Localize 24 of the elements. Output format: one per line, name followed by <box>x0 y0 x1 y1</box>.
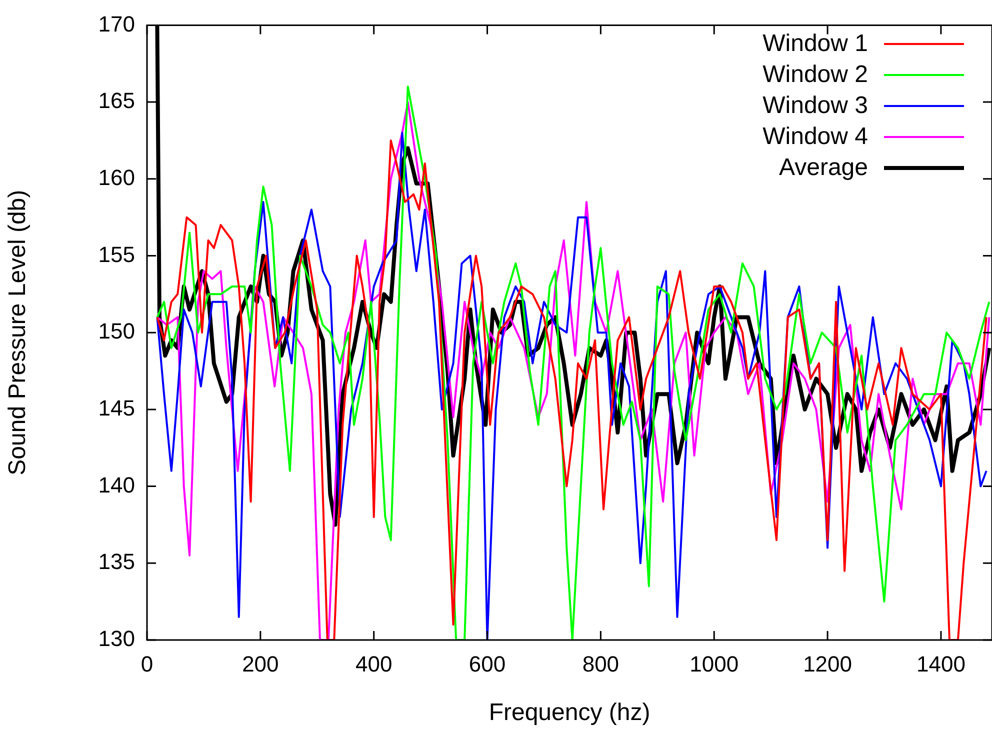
y-tick-label: 160 <box>98 164 135 190</box>
y-tick-label: 155 <box>98 242 135 267</box>
x-tick-label: 600 <box>468 651 506 676</box>
y-tick-label: 135 <box>98 549 135 574</box>
x-tick-label: 200 <box>242 651 279 676</box>
x-tick-label: 1200 <box>803 651 852 676</box>
y-tick-label: 140 <box>98 472 135 498</box>
x-tick-label: 800 <box>582 651 620 676</box>
x-tick-label: 1000 <box>690 651 739 676</box>
legend-label: Window 2 <box>762 60 868 90</box>
y-tick-label: 165 <box>98 88 135 114</box>
y-tick-label: 170 <box>98 11 135 36</box>
y-tick-label: 145 <box>98 396 135 421</box>
x-tick-label: 1400 <box>916 651 966 676</box>
x-tick-label: 0 <box>140 651 154 676</box>
x-axis-title: Frequency (hz) <box>488 699 650 726</box>
x-tick-label: 400 <box>355 651 392 676</box>
y-tick-label: 150 <box>98 318 135 344</box>
legend-label: Window 4 <box>762 122 868 152</box>
y-axis-title: Sound Pressure Level (db) <box>4 190 32 476</box>
legend-label: Average <box>779 153 868 183</box>
legend-label: Window 1 <box>762 29 868 59</box>
legend-label: Window 3 <box>762 91 868 121</box>
y-tick-label: 130 <box>98 626 135 652</box>
